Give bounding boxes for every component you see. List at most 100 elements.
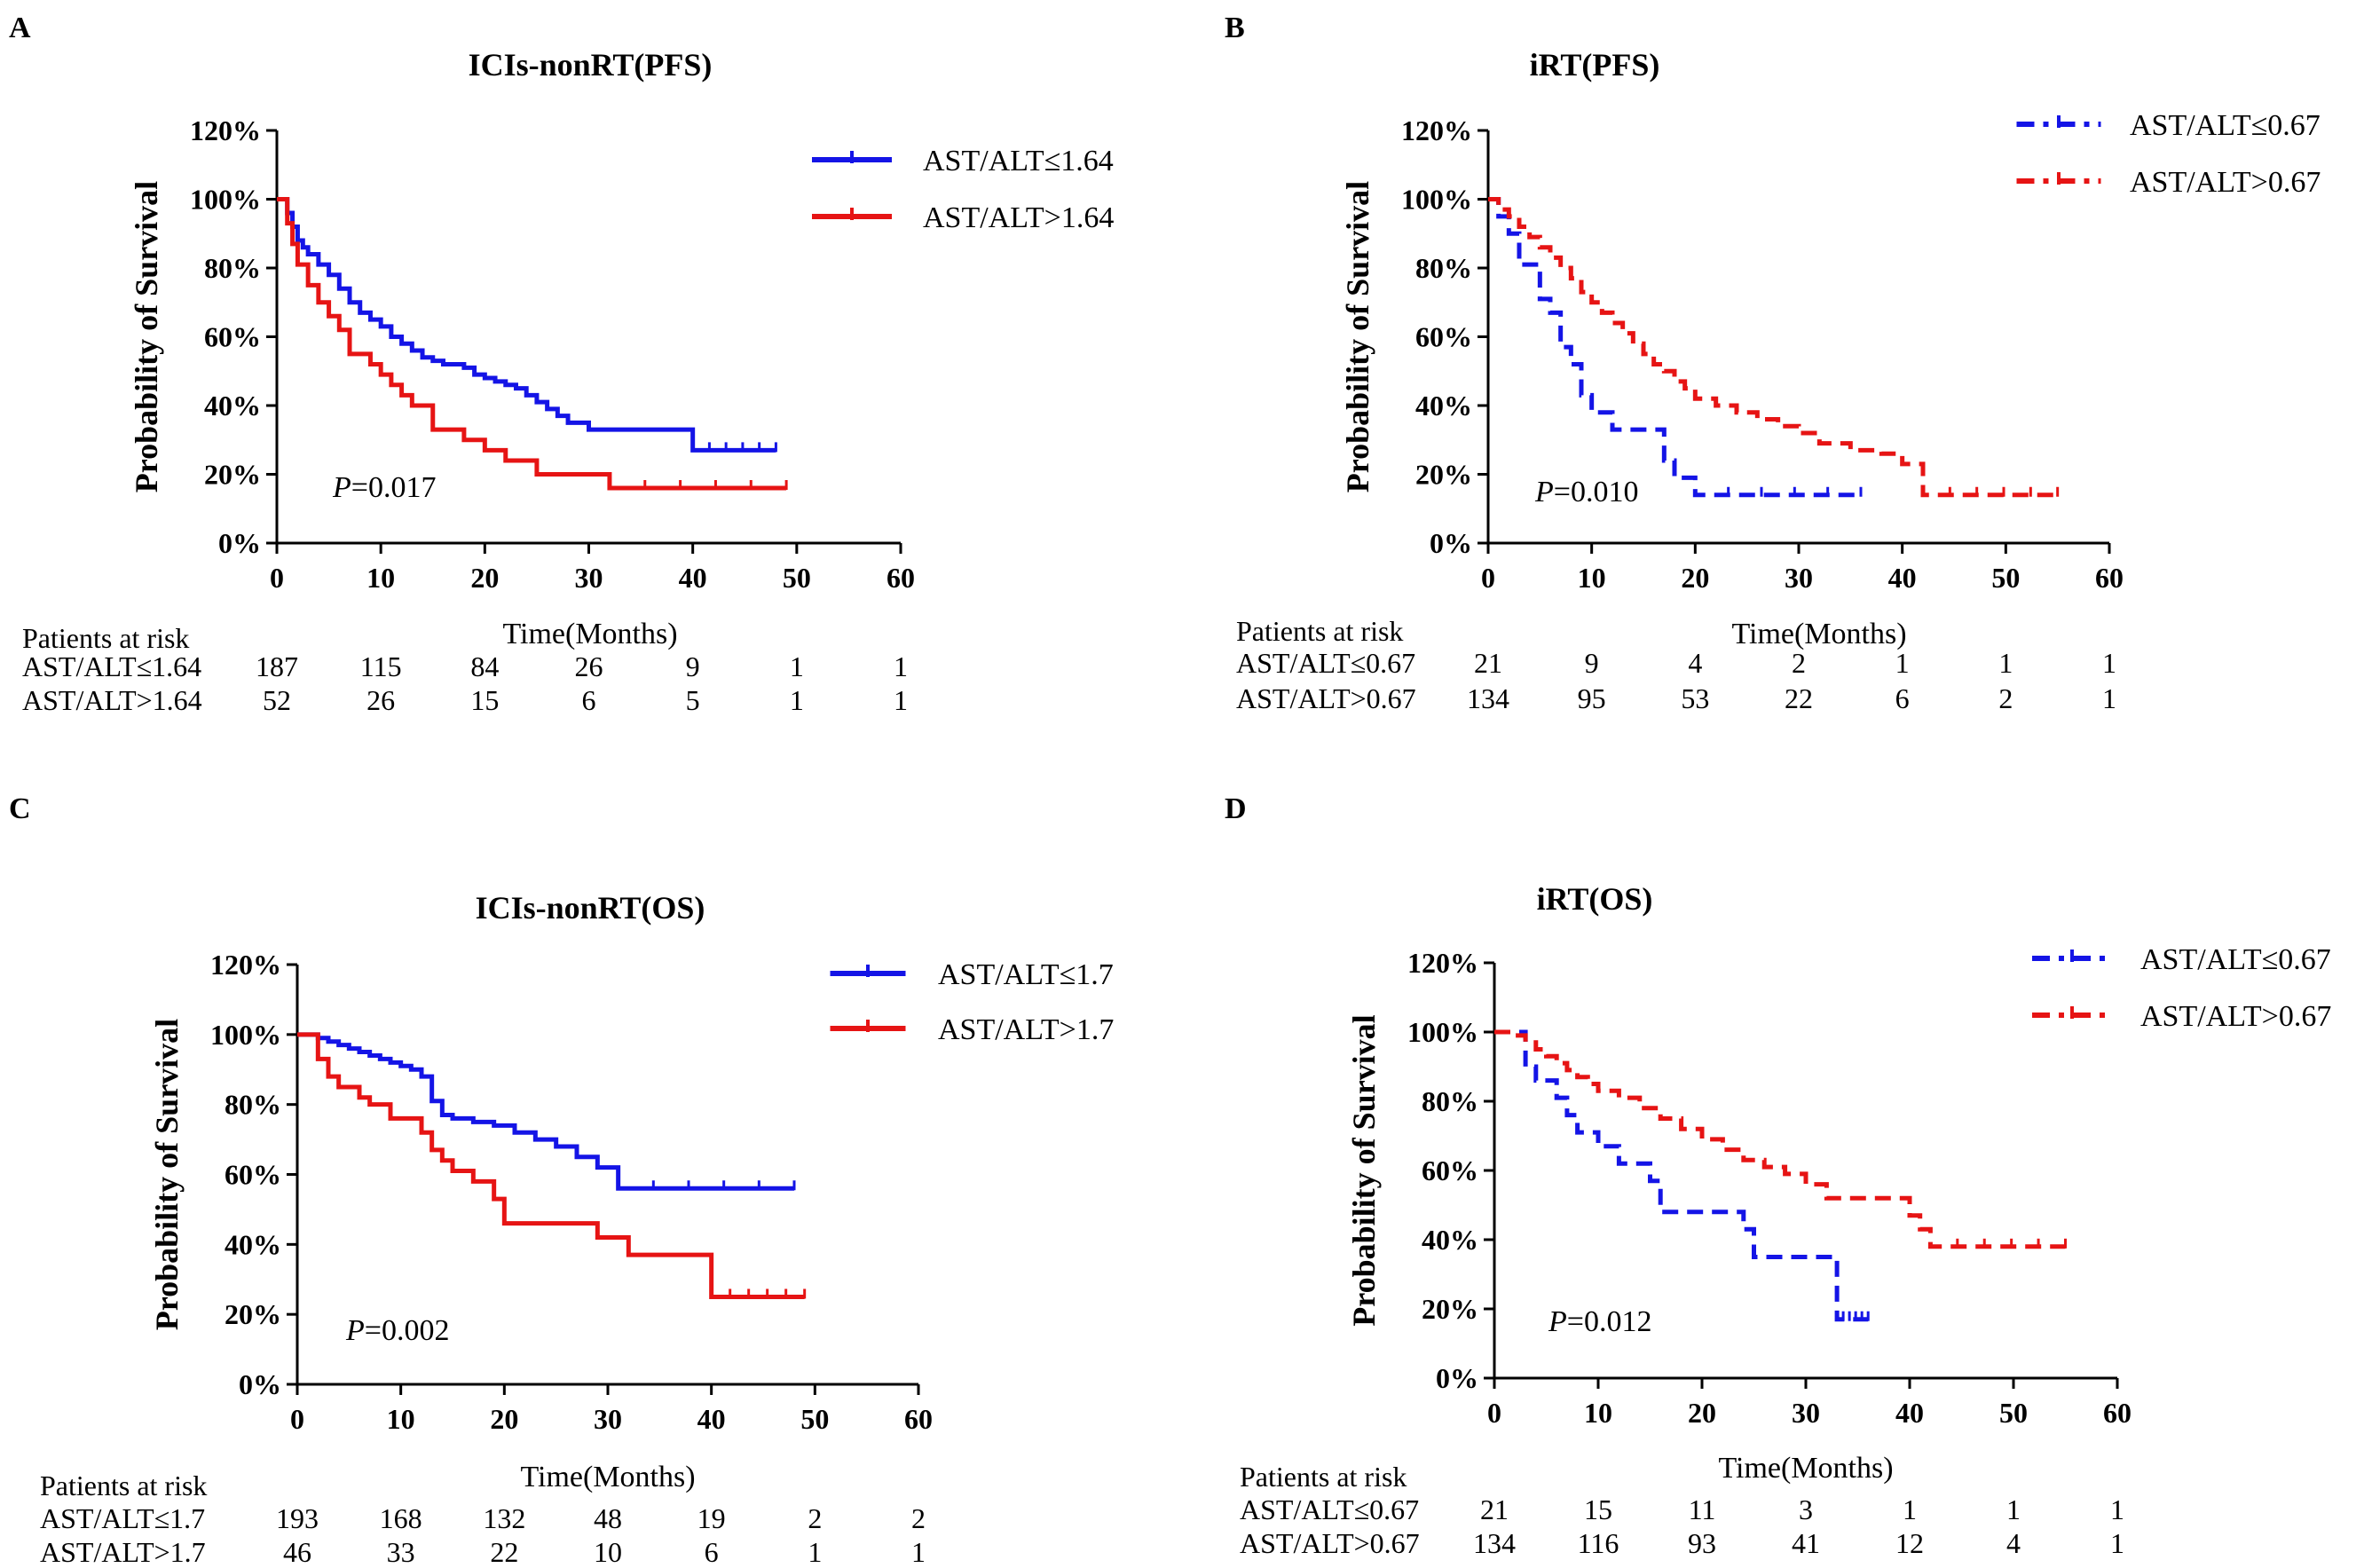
y-tick-label: 60% [204, 321, 261, 353]
risk-count: 1 [1903, 1493, 1917, 1525]
risk-count: 3 [1799, 1493, 1813, 1525]
survival-curve-low [277, 197, 776, 453]
y-tick-label: 0% [1436, 1362, 1478, 1394]
panel-letter: D [1225, 792, 1247, 825]
panel-letter: B [1225, 12, 1245, 44]
risk-count: 1 [2006, 1493, 2021, 1525]
risk-count: 1 [894, 650, 908, 682]
survival-curve-high [1494, 1029, 2066, 1249]
y-tick-label: 100% [190, 184, 261, 216]
risk-count: 6 [705, 1536, 719, 1568]
risk-count: 1 [2110, 1527, 2124, 1559]
p-value: P=0.017 [332, 471, 436, 504]
legend-label: AST/ALT>0.67 [2140, 1000, 2331, 1033]
y-tick-label: 100% [1401, 184, 1472, 216]
x-tick-label: 60 [2103, 1397, 2132, 1429]
risk-row-label: AST/ALT≤0.67 [1236, 647, 1415, 679]
y-tick-label: 120% [210, 949, 281, 981]
x-tick-label: 60 [2095, 562, 2124, 594]
risk-count: 1 [1998, 647, 2013, 679]
panel-c: C ICIs-nonRT(OS) 0% 20% 40% 60% 80% 100% 120% 0 10… [9, 792, 1114, 1568]
x-tick-label: 10 [1584, 1397, 1612, 1429]
risk-count: 33 [387, 1536, 415, 1568]
risk-count: 19 [697, 1502, 726, 1534]
risk-count: 168 [380, 1502, 422, 1534]
risk-count: 1 [2102, 682, 2116, 714]
risk-count: 6 [582, 684, 596, 716]
y-tick-label: 0% [218, 527, 261, 559]
risk-count: 116 [1578, 1527, 1619, 1559]
risk-count: 134 [1473, 1527, 1516, 1559]
x-tick-label: 60 [904, 1403, 933, 1435]
risk-count: 21 [1480, 1493, 1509, 1525]
y-tick-label: 20% [204, 459, 261, 491]
x-tick-label: 50 [800, 1403, 829, 1435]
y-tick-label: 80% [1415, 252, 1472, 284]
risk-count: 1 [2110, 1493, 2124, 1525]
risk-count: 132 [483, 1502, 525, 1534]
risk-count: 193 [276, 1502, 319, 1534]
x-tick-label: 20 [490, 1403, 518, 1435]
y-tick-label: 40% [225, 1228, 281, 1260]
y-tick-label: 20% [1422, 1293, 1478, 1325]
risk-count: 1 [894, 684, 908, 716]
p-value: P=0.012 [1548, 1305, 1651, 1338]
panel-letter: A [9, 12, 31, 44]
x-tick-label: 30 [1785, 562, 1813, 594]
risk-table-title: Patients at risk [40, 1470, 207, 1501]
survival-curve-low [1494, 1029, 1869, 1322]
y-tick-label: 100% [1407, 1016, 1478, 1048]
risk-count: 48 [594, 1502, 622, 1534]
legend-label: AST/ALT>0.67 [2130, 166, 2321, 199]
x-tick-label: 40 [1895, 1397, 1924, 1429]
risk-count: 2 [911, 1502, 926, 1534]
y-tick-label: 100% [210, 1019, 281, 1051]
p-value: P=0.002 [345, 1314, 449, 1347]
risk-count: 21 [1474, 647, 1502, 679]
risk-count: 26 [575, 650, 603, 682]
risk-count: 2 [1792, 647, 1806, 679]
risk-count: 115 [360, 650, 402, 682]
risk-count: 12 [1895, 1527, 1924, 1559]
x-axis-label: Time(Months) [520, 1461, 695, 1493]
x-tick-label: 30 [575, 562, 603, 594]
x-tick-label: 10 [1578, 562, 1606, 594]
risk-count: 134 [1467, 682, 1509, 714]
p-value-number: =0.010 [1554, 476, 1639, 508]
risk-table-title: Patients at risk [1236, 615, 1403, 647]
x-tick-label: 0 [1487, 1397, 1501, 1429]
risk-count: 1 [808, 1536, 822, 1568]
x-tick-label: 50 [1999, 1397, 2028, 1429]
y-tick-label: 20% [225, 1298, 281, 1330]
legend-label: AST/ALT>1.7 [938, 1013, 1114, 1046]
risk-count: 41 [1792, 1527, 1820, 1559]
risk-count: 1 [1895, 647, 1910, 679]
risk-count: 4 [1688, 647, 1702, 679]
x-tick-label: 50 [783, 562, 811, 594]
p-value-number: =0.017 [351, 471, 437, 504]
x-tick-label: 40 [697, 1403, 726, 1435]
risk-count: 10 [594, 1536, 622, 1568]
risk-row-label: AST/ALT≤1.64 [22, 650, 201, 682]
p-value-number: =0.002 [365, 1314, 450, 1347]
risk-count: 2 [1998, 682, 2013, 714]
x-tick-label: 0 [270, 562, 284, 594]
legend-label: AST/ALT≤1.7 [938, 958, 1114, 991]
survival-curve-low [1488, 197, 1861, 498]
x-axis-label: Time(Months) [1731, 618, 1906, 650]
y-tick-label: 60% [225, 1159, 281, 1191]
risk-row-label: AST/ALT≤0.67 [1240, 1493, 1419, 1525]
risk-count: 1 [2102, 647, 2116, 679]
x-tick-label: 20 [1681, 562, 1709, 594]
risk-count: 93 [1688, 1527, 1716, 1559]
risk-count: 187 [256, 650, 298, 682]
p-value: P=0.010 [1534, 476, 1638, 508]
y-tick-label: 0% [1430, 527, 1472, 559]
risk-count: 11 [1689, 1493, 1716, 1525]
panel-letter: C [9, 792, 31, 825]
survival-curve-high [1488, 197, 2058, 498]
y-tick-label: 0% [239, 1368, 281, 1400]
survival-curve-low [297, 1032, 794, 1191]
survival-curve-high [277, 197, 787, 491]
